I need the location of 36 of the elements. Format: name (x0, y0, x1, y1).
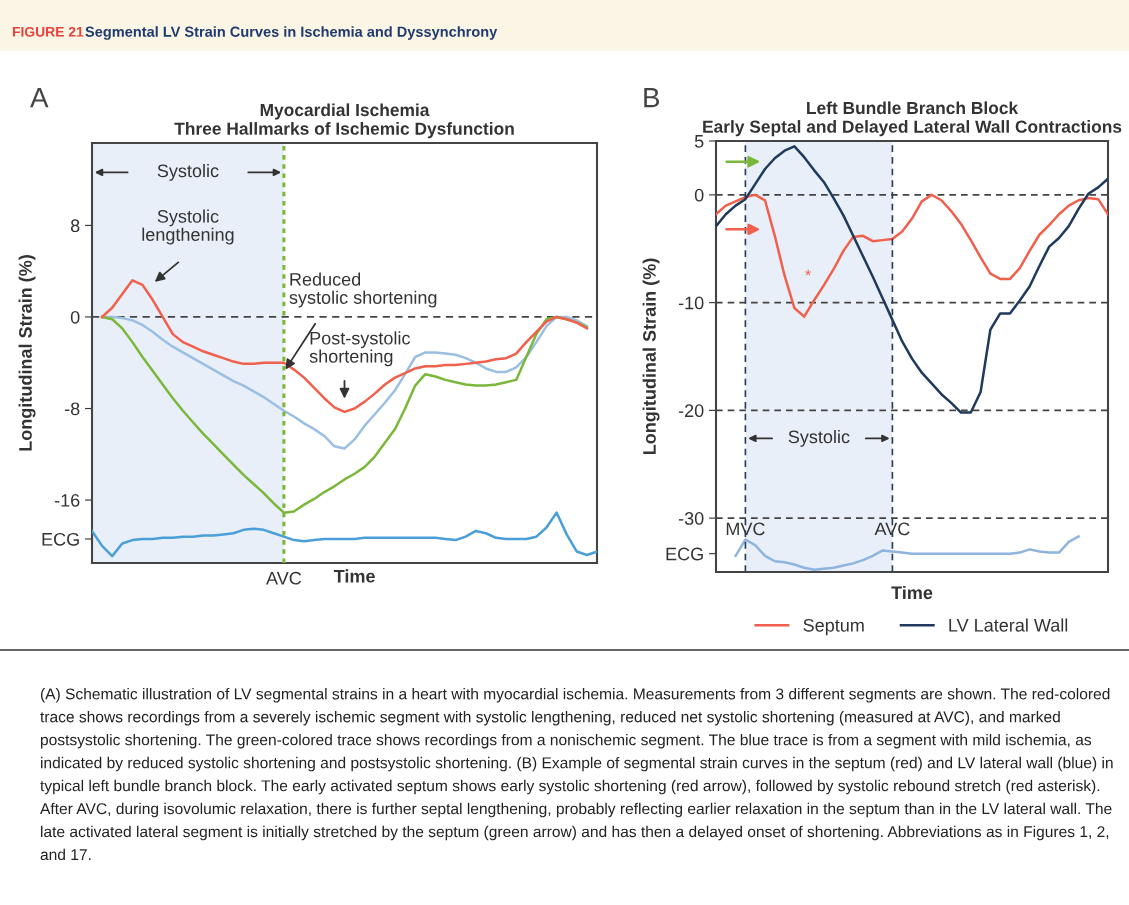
y-tick-label: -8 (64, 402, 80, 416)
y-tick-label: ECG (42, 532, 79, 546)
line-series (734, 535, 1080, 572)
text: Segmental LV Strain Curves in Ischemia and Dyssynchrony (85, 26, 498, 40)
annotation: Systolic lengthening (142, 209, 234, 245)
line-series (92, 511, 597, 558)
y-axis-title: Longitudinal Strain (%) (642, 258, 660, 455)
legend-label: LV Lateral Wall (949, 618, 1068, 632)
x-axis-title: Time (333, 569, 375, 583)
annotation: Post-systolic shortening (309, 331, 411, 367)
y-axis-title: Longitudinal Strain (%) (18, 255, 36, 451)
y-tick-label: 5 (694, 135, 704, 148)
x-tick-label: AVC (874, 522, 910, 536)
chart-title: Myocardial Ischemia Three Hallmarks of Ischemic Dysfunction (174, 103, 514, 139)
y-tick-label: -16 (54, 493, 80, 507)
annotation: Reduced systolic shortening (289, 272, 437, 308)
y-tick-label: -30 (678, 512, 704, 525)
annotation: Systolic (157, 163, 219, 181)
x-axis-title: Time (891, 585, 933, 600)
y-tick-label: 8 (70, 219, 80, 233)
y-tick-label: -20 (678, 404, 704, 418)
caption: FIGURE 21 (12, 26, 84, 37)
annotation: * (805, 269, 812, 276)
band-label: Systolic (788, 429, 850, 447)
text: B (644, 88, 660, 108)
text: A (30, 88, 49, 108)
y-tick-label: 0 (694, 188, 704, 202)
text: (A) Schematic illustration of LV segmental strains in a heart with myocardial ischemia. Measurements from 3 different segments are shown. The red-colored trace shows recordings from a severely ischemic segment with systolic lengthening, reduced net systolic shortening (measured at AVC), and marked postsystolic shortening. The green-colored trace shows recordings from a nonischemic segment. The blue trace is from a segment with mild ischemia, as indicated by reduced systolic shortening and postsystolic shortening. (B) Example of segmental strain curves in the septum (red) and LV lateral wall (blue) in typical left bundle branch block. The early activated septum shows early systolic shortening (red arrow), followed by systolic rebound stretch (red asterisk). After AVC, during isovolumic relaxation, there is further septal lengthening, probably reflecting earlier relaxation in the septum than in the LV lateral wall. The late activated lateral segment is initially stretched by the septum (green arrow) and has then a delayed onset of shortening. Abbreviations as in Figures 1, 2, and 17. (40, 688, 1113, 861)
line-series (716, 193, 1108, 318)
y-tick-label: ECG (666, 547, 703, 561)
legend-label: Septum (803, 618, 864, 636)
x-tick-label: MVC (726, 522, 765, 536)
y-tick-label: -10 (678, 296, 704, 310)
y-tick-label: 0 (70, 310, 80, 324)
chart-title: Left Bundle Branch Block Early Septal and Delayed Lateral Wall Contractions (703, 101, 1122, 137)
x-tick-label: AVC (266, 571, 302, 585)
